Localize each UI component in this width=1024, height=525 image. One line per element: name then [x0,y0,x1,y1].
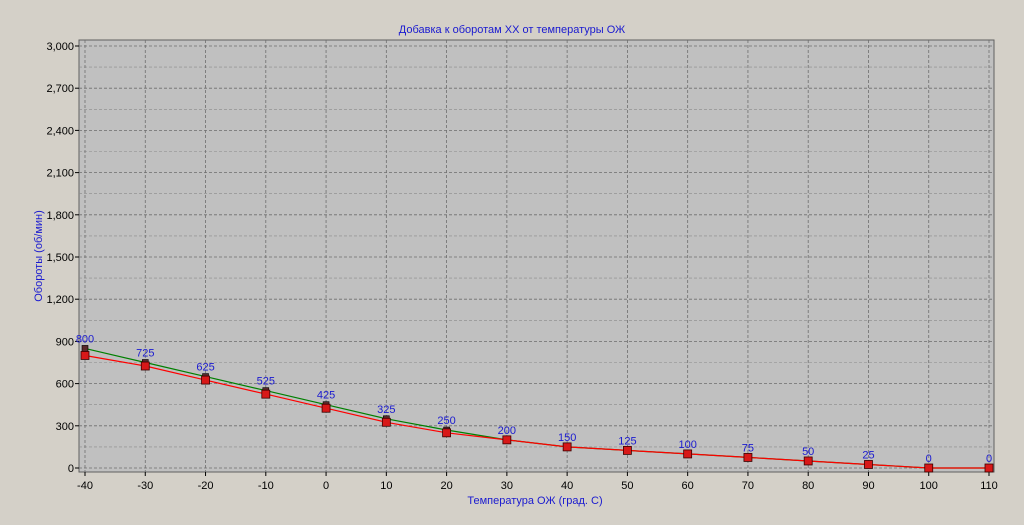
y-tick-label: 2,100 [46,168,74,180]
x-tick-label: 10 [380,480,392,492]
x-tick-label: 30 [501,480,513,492]
data-label: 75 [742,442,754,454]
data-label: 50 [802,446,814,458]
x-tick-label: 100 [920,480,938,492]
grid [79,40,994,472]
data-label: 125 [618,435,636,447]
y-tick-label: 600 [56,379,74,391]
marker-series-2 [321,403,331,413]
y-tick-label: 300 [56,421,74,433]
marker-series-2 [80,351,90,360]
marker-series-2 [743,453,753,462]
data-label: 625 [196,362,214,374]
data-label: 725 [136,348,154,360]
y-axis-ticks: 0 300 600 900 1,200 1,500 1,800 2,100 2,400 2,700… [46,41,79,475]
series-markers [80,345,994,473]
data-label: 0 [926,453,932,465]
data-label: 25 [862,449,874,461]
marker-series-1 [81,345,89,352]
marker-series-2 [442,428,452,438]
x-tick-label: 80 [802,480,814,492]
data-label: 100 [678,439,696,451]
data-label: 525 [257,376,275,388]
marker-series-2 [381,417,391,427]
marker-series-2 [261,389,271,399]
data-label: 325 [377,404,395,416]
x-tick-label: 70 [742,480,754,492]
marker-series-2 [924,463,934,473]
x-tick-label: -30 [137,480,153,492]
x-axis-ticks: -40 -30 -20 -10 0 10 20 30 40 50 60 70 80 90 100 110 [77,472,998,492]
x-tick-label: 50 [621,480,633,492]
y-tick-label: 0 [68,463,74,475]
x-tick-label: 110 [980,480,998,492]
y-tick-label: 1,500 [46,252,74,264]
series-line-2 [84,354,989,469]
marker-series-2 [623,446,632,455]
marker-series-2 [803,456,813,466]
marker-series-2 [864,460,873,469]
plot-area [78,39,995,473]
data-label: 200 [498,425,516,437]
x-tick-label: 40 [561,480,573,492]
x-tick-label: 0 [323,480,329,492]
marker-series-2 [984,463,994,473]
y-tick-label: 1,800 [46,210,74,222]
data-label: 250 [437,415,455,427]
y-tick-label: 2,400 [46,125,74,137]
marker-series-2 [140,361,150,371]
y-tick-label: 900 [56,336,74,348]
marker-series-2 [562,442,572,452]
marker-series-2 [201,375,210,385]
data-label: 425 [317,390,335,402]
x-tick-label: -40 [77,480,93,492]
x-tick-label: 90 [862,480,874,492]
x-tick-label: 60 [682,480,694,492]
x-tick-label: -20 [198,480,214,492]
x-tick-label: 20 [440,480,452,492]
y-axis-label: Обороты (об/мин) [33,210,45,302]
y-tick-label: 3,000 [46,41,74,53]
data-label: 800 [76,333,94,345]
series-lines [84,347,989,469]
data-label: 0 [986,453,992,465]
y-tick-label: 2,700 [46,83,74,95]
x-tick-label: -10 [258,480,274,492]
y-tick-label: 1,200 [46,294,74,306]
marker-series-2 [502,435,512,445]
marker-series-2 [683,449,693,459]
x-axis-label: Температура ОЖ (град. С) [467,495,602,507]
data-label: 150 [558,432,576,444]
chart-title: Добавка к оборотам ХХ от температуры ОЖ [399,24,625,36]
